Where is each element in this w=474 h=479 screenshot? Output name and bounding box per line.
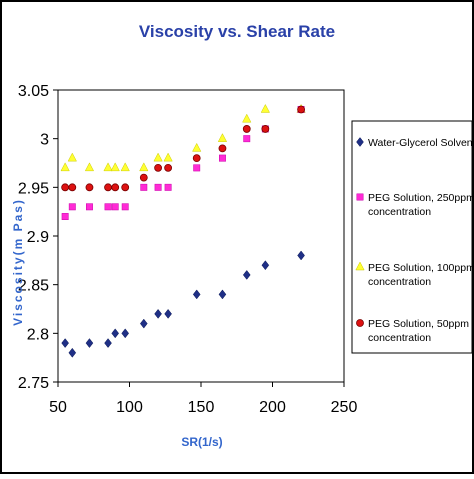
y-tick-label: 2.8 <box>27 326 49 343</box>
data-point-triangle <box>84 162 95 172</box>
data-point-diamond <box>192 289 201 300</box>
data-point-triangle <box>60 162 70 172</box>
data-point-triangle <box>217 133 228 142</box>
y-tick-label: 3 <box>40 132 49 149</box>
data-point-triangle <box>103 162 113 172</box>
legend-marker-diamond <box>356 137 364 147</box>
data-point-circle <box>297 105 306 114</box>
data-point-diamond <box>218 289 227 300</box>
data-point-square <box>61 213 69 220</box>
data-point-triangle <box>260 103 270 113</box>
legend-marker-circle <box>356 319 364 327</box>
data-point-triangle <box>192 142 202 152</box>
data-point-square <box>68 203 76 211</box>
data-point-circle <box>192 154 201 163</box>
data-point-triangle <box>67 152 77 162</box>
data-point-diamond <box>85 338 94 348</box>
data-point-square <box>121 203 129 211</box>
data-point-square <box>86 203 93 211</box>
data-point-diamond <box>121 328 130 339</box>
x-tick-label: 100 <box>116 399 143 416</box>
y-axis-label: Viscosity(m Pas) <box>11 198 25 326</box>
data-point-circle <box>218 144 227 153</box>
data-point-diamond <box>154 308 162 319</box>
data-point-diamond <box>111 328 120 339</box>
data-point-square <box>243 135 251 143</box>
data-point-circle <box>139 173 148 182</box>
data-point-square <box>111 203 119 211</box>
x-tick-label: 200 <box>259 399 286 416</box>
data-point-diamond <box>242 270 251 280</box>
x-tick-label: 250 <box>331 399 358 416</box>
data-point-circle <box>242 125 251 133</box>
y-tick-label: 2.95 <box>18 180 49 197</box>
x-tick-label: 150 <box>188 399 215 416</box>
data-point-square <box>140 183 148 191</box>
data-point-diamond <box>164 308 172 319</box>
data-point-circle <box>61 183 70 192</box>
data-point-circle <box>121 183 130 192</box>
legend-marker-square <box>356 193 364 201</box>
data-point-triangle <box>139 162 149 172</box>
data-point-diamond <box>261 260 270 271</box>
data-point-diamond <box>297 250 305 261</box>
data-point-circle <box>111 183 120 192</box>
legend-box <box>351 120 473 354</box>
plot-area: 2.75 2.8 2.85 2.9 2.95 3 3.05 50 100 150 200 250 <box>18 83 358 416</box>
y-tick-label: 2.85 <box>18 278 49 295</box>
data-point-square <box>193 164 201 172</box>
data-point-square <box>164 183 172 191</box>
data-point-triangle <box>242 113 252 123</box>
data-point-circle <box>104 183 112 192</box>
legend-entry-label: PEG Solution, 100ppm <box>368 262 474 274</box>
data-point-diamond <box>68 347 77 358</box>
plot-frame <box>57 89 345 383</box>
legend-marker-triangle <box>355 261 365 271</box>
y-tick-label: 3.05 <box>18 83 49 100</box>
data-point-triangle <box>153 152 163 162</box>
data-point-circle <box>85 183 94 192</box>
chart-title: Viscosity vs. Shear Rate <box>139 22 335 41</box>
data-point-circle <box>261 125 270 133</box>
legend-entry-label: PEG Solution, 50ppm <box>368 318 469 330</box>
legend-entry-label: PEG Solution, 250ppm <box>368 192 474 204</box>
data-point-square <box>219 154 226 162</box>
data-point-triangle <box>120 162 130 172</box>
data-point-square <box>154 183 162 191</box>
legend-entry-label: concentration <box>368 276 431 288</box>
legend-entry-label: concentration <box>368 332 431 344</box>
data-point-triangle <box>163 152 173 162</box>
y-tick-label: 2.75 <box>18 375 49 392</box>
x-axis-label: SR(1/s) <box>181 435 222 449</box>
legend: Water-Glycerol Solvent PEG Solution, 250p… <box>351 120 474 354</box>
data-point-diamond <box>139 318 148 329</box>
x-tick-label: 50 <box>49 399 67 416</box>
data-point-triangle <box>110 162 120 172</box>
data-point-circle <box>154 163 163 172</box>
data-point-diamond <box>104 338 112 348</box>
data-point-square <box>104 203 112 211</box>
data-point-circle <box>164 163 173 172</box>
data-point-diamond <box>61 338 69 348</box>
y-tick-label: 2.9 <box>27 229 49 246</box>
legend-entry-label: Water-Glycerol Solvent <box>368 137 474 149</box>
legend-entry-label: concentration <box>368 206 431 218</box>
data-point-circle <box>68 183 77 192</box>
